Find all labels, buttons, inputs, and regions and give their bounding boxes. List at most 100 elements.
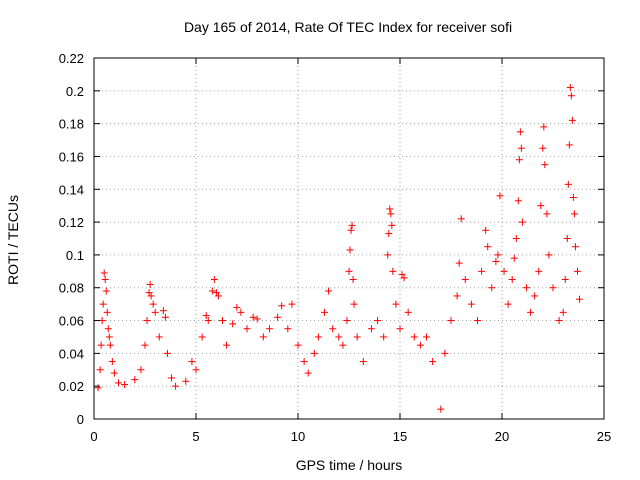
data-point <box>204 317 212 325</box>
data-point <box>96 366 104 374</box>
data-point <box>541 161 549 169</box>
data-point <box>110 369 118 377</box>
data-point <box>151 308 159 316</box>
data-point <box>304 369 312 377</box>
y-tick-label: 0.02 <box>59 379 84 394</box>
data-point <box>137 366 145 374</box>
data-point <box>576 295 584 303</box>
grid-lines <box>94 58 604 419</box>
data-point <box>325 287 333 295</box>
data-point <box>478 267 486 275</box>
chart-title: Day 165 of 2014, Rate Of TEC Index for r… <box>184 19 512 35</box>
data-point <box>549 284 557 292</box>
data-point <box>539 144 547 152</box>
data-point <box>253 315 261 323</box>
data-point <box>182 377 190 385</box>
axis-ticks: 0 5 10 15 20 25 0 0.02 0.04 0.06 0.08 0.1 0.12 0.14 0.… <box>59 51 612 444</box>
data-point <box>494 251 502 259</box>
x-tick-label: 10 <box>291 429 305 444</box>
data-point <box>143 317 151 325</box>
data-point <box>147 292 155 300</box>
data-point <box>345 267 353 275</box>
y-tick-label: 0.18 <box>59 117 84 132</box>
data-point <box>374 317 382 325</box>
data-point <box>100 269 108 277</box>
data-point <box>103 308 111 316</box>
data-point <box>335 333 343 341</box>
data-point <box>384 251 392 259</box>
data-point <box>168 374 176 382</box>
data-point <box>400 274 408 282</box>
y-tick-label: 0.06 <box>59 314 84 329</box>
y-tick-label: 0 <box>77 412 84 427</box>
data-point <box>159 307 167 315</box>
data-point <box>274 313 282 321</box>
data-point <box>537 202 545 210</box>
x-tick-label: 20 <box>495 429 509 444</box>
data-point <box>386 205 394 213</box>
data-point <box>149 300 157 308</box>
data-point <box>474 317 482 325</box>
data-point <box>141 341 149 349</box>
data-point <box>121 381 129 389</box>
data-point <box>350 300 358 308</box>
data-point <box>314 333 322 341</box>
y-tick-label: 0.08 <box>59 281 84 296</box>
data-point <box>508 276 516 284</box>
data-point <box>359 358 367 366</box>
data-point <box>104 325 112 333</box>
data-point <box>349 276 357 284</box>
data-point <box>265 325 273 333</box>
data-point <box>237 308 245 316</box>
data-point <box>569 193 577 201</box>
data-point <box>447 317 455 325</box>
data-point <box>385 230 393 238</box>
data-point <box>388 221 396 229</box>
data-point <box>453 292 461 300</box>
data-point <box>284 325 292 333</box>
data-point <box>570 210 578 218</box>
data-point <box>192 366 200 374</box>
data-point <box>249 313 257 321</box>
data-point <box>518 218 526 226</box>
data-point <box>106 341 114 349</box>
data-point <box>416 341 424 349</box>
y-tick-label: 0.22 <box>59 51 84 66</box>
data-point <box>455 259 463 267</box>
data-point <box>392 300 400 308</box>
data-point <box>535 267 543 275</box>
data-point <box>229 320 237 328</box>
data-point <box>367 325 375 333</box>
data-point <box>437 405 445 413</box>
data-point <box>389 267 397 275</box>
data-point <box>564 180 572 188</box>
x-axis-label: GPS time / hours <box>296 457 403 473</box>
data-point <box>561 276 569 284</box>
data-point <box>300 358 308 366</box>
data-point <box>555 317 563 325</box>
data-point <box>512 235 520 242</box>
data-point <box>396 325 404 333</box>
data-point <box>310 349 318 357</box>
data-point <box>559 308 567 316</box>
data-point <box>108 358 116 366</box>
data-point <box>517 144 525 152</box>
data-point <box>210 276 218 284</box>
data-point <box>105 333 113 341</box>
data-point <box>208 287 216 295</box>
data-point <box>219 317 227 325</box>
data-point <box>531 292 539 300</box>
data-point <box>321 308 329 316</box>
data-point <box>101 276 109 284</box>
data-point <box>99 300 107 308</box>
y-axis-label: ROTI / TECUs <box>5 195 21 285</box>
data-point <box>488 284 496 292</box>
data-point <box>484 243 492 251</box>
data-point <box>202 312 210 320</box>
data-point <box>504 300 512 308</box>
data-point <box>94 384 102 392</box>
y-tick-label: 0.16 <box>59 149 84 164</box>
data-point <box>496 192 504 200</box>
data-point <box>343 317 351 325</box>
data-point <box>348 221 356 229</box>
